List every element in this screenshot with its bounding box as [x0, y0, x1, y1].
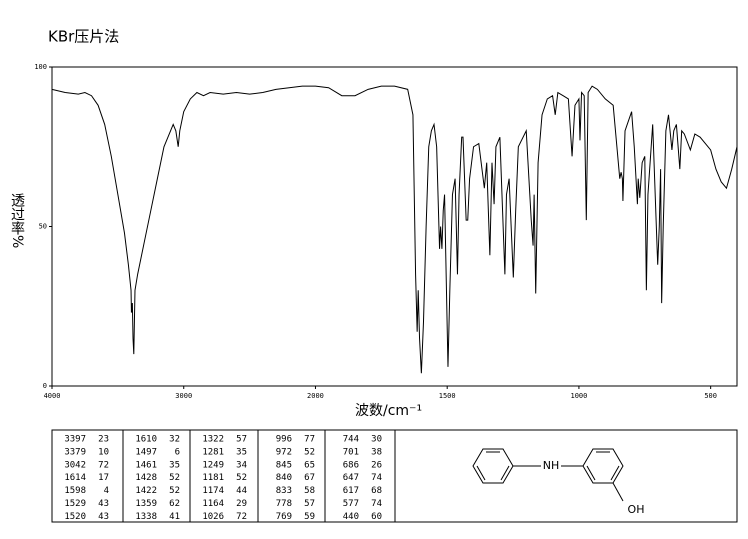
peak-transmittance: 17 — [98, 473, 109, 483]
peak-wavenumber: 686 — [343, 460, 359, 470]
peak-wavenumber: 3379 — [64, 447, 86, 457]
peak-wavenumber: 1428 — [135, 473, 157, 483]
peak-wavenumber: 701 — [343, 447, 359, 457]
peak-wavenumber: 1026 — [202, 512, 224, 522]
peak-wavenumber: 1497 — [135, 447, 157, 457]
peak-wavenumber: 577 — [343, 499, 359, 509]
peak-transmittance: 44 — [236, 486, 247, 496]
peak-wavenumber: 440 — [343, 512, 359, 522]
y-tick-label: 50 — [39, 223, 47, 231]
peak-wavenumber: 845 — [276, 460, 292, 470]
peak-wavenumber: 769 — [276, 512, 292, 522]
peak-transmittance: 60 — [371, 512, 382, 522]
peak-transmittance: 52 — [236, 473, 247, 483]
x-tick-label: 4000 — [44, 392, 61, 400]
peak-wavenumber: 833 — [276, 486, 292, 496]
hydroxyl-label: OH — [628, 503, 645, 516]
peak-transmittance: 4 — [104, 486, 109, 496]
peak-transmittance: 43 — [98, 512, 109, 522]
x-tick-label: 500 — [704, 392, 717, 400]
x-tick-label: 3000 — [175, 392, 192, 400]
peak-transmittance: 41 — [169, 512, 180, 522]
peak-wavenumber: 1461 — [135, 460, 157, 470]
peak-transmittance: 29 — [236, 499, 247, 509]
peak-wavenumber: 1529 — [64, 499, 86, 509]
peak-transmittance: 74 — [371, 473, 382, 483]
peak-transmittance: 62 — [169, 499, 180, 509]
peak-wavenumber: 1174 — [202, 486, 224, 496]
structure — [472, 448, 624, 502]
peak-wavenumber: 1359 — [135, 499, 157, 509]
peak-wavenumber: 1181 — [202, 473, 224, 483]
peak-wavenumber: 1281 — [202, 447, 224, 457]
peak-wavenumber: 3042 — [64, 460, 86, 470]
peak-transmittance: 6 — [175, 447, 180, 457]
y-axis-label: 透过率% — [9, 193, 25, 248]
peak-transmittance: 34 — [236, 460, 247, 470]
peak-transmittance: 68 — [371, 486, 382, 496]
peak-wavenumber: 1598 — [64, 486, 86, 496]
peak-transmittance: 67 — [304, 473, 315, 483]
y-tick-label: 100 — [34, 63, 47, 71]
peak-wavenumber: 972 — [276, 447, 292, 457]
x-tick-label: 1000 — [570, 392, 587, 400]
peak-transmittance: 30 — [371, 435, 382, 445]
peak-wavenumber: 1338 — [135, 512, 157, 522]
peak-transmittance: 23 — [98, 435, 109, 445]
peak-transmittance: 32 — [169, 435, 180, 445]
peak-wavenumber: 778 — [276, 499, 292, 509]
peak-transmittance: 74 — [371, 499, 382, 509]
peak-transmittance: 77 — [304, 435, 315, 445]
peak-transmittance: 52 — [169, 473, 180, 483]
peak-wavenumber: 1164 — [202, 499, 224, 509]
peak-wavenumber: 744 — [343, 435, 359, 445]
spectrum-line — [51, 85, 738, 374]
peak-transmittance: 59 — [304, 512, 315, 522]
peak-transmittance: 35 — [236, 447, 247, 457]
peak-transmittance: 35 — [169, 460, 180, 470]
x-tick-label: 1500 — [439, 392, 456, 400]
peak-transmittance: 26 — [371, 460, 382, 470]
peak-wavenumber: 1520 — [64, 512, 86, 522]
x-tick-label: 2000 — [307, 392, 324, 400]
peak-transmittance: 57 — [304, 499, 315, 509]
peak-transmittance: 65 — [304, 460, 315, 470]
peak-wavenumber: 617 — [343, 486, 359, 496]
peak-transmittance: 57 — [236, 435, 247, 445]
peak-transmittance: 72 — [236, 512, 247, 522]
peak-transmittance: 72 — [98, 460, 109, 470]
chart-title: KBr压片法 — [48, 28, 119, 46]
x-axis-label: 波数/cm⁻¹ — [355, 403, 422, 419]
y-tick-label: 0 — [43, 382, 47, 390]
plot-frame — [51, 66, 738, 387]
peak-transmittance: 58 — [304, 486, 315, 496]
peak-wavenumber: 840 — [276, 473, 292, 483]
peak-transmittance: 43 — [98, 499, 109, 509]
table-dividers — [122, 430, 396, 522]
peak-wavenumber: 1322 — [202, 435, 224, 445]
amine-label: NH — [543, 459, 560, 472]
peak-wavenumber: 1249 — [202, 460, 224, 470]
peak-wavenumber: 3397 — [64, 435, 86, 445]
peak-wavenumber: 647 — [343, 473, 359, 483]
peak-wavenumber: 1614 — [64, 473, 86, 483]
peak-wavenumber: 1610 — [135, 435, 157, 445]
peak-wavenumber: 1422 — [135, 486, 157, 496]
peak-transmittance: 10 — [98, 447, 109, 457]
peak-transmittance: 38 — [371, 447, 382, 457]
peak-transmittance: 52 — [304, 447, 315, 457]
peak-wavenumber: 996 — [276, 435, 292, 445]
peak-transmittance: 52 — [169, 486, 180, 496]
